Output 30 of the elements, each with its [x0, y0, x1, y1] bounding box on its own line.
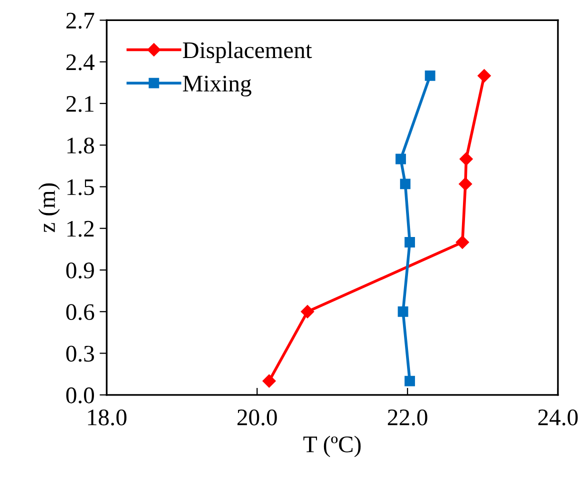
- point: [456, 236, 470, 249]
- y-tick-label: 0.6: [66, 304, 94, 320]
- y-tick-label: 0.3: [66, 346, 94, 362]
- y-tick-label: 1.8: [67, 138, 94, 154]
- point: [396, 154, 406, 164]
- point: [404, 237, 415, 248]
- y-tick-label: 2.1: [66, 96, 94, 112]
- legend-label: Displacement: [182, 42, 312, 64]
- point: [458, 177, 472, 191]
- x-axis-title: T (ºC): [303, 436, 361, 458]
- y-tick-label: 2.7: [66, 12, 94, 29]
- point: [404, 376, 415, 386]
- x-tick-label: 20.0: [237, 409, 277, 426]
- y-tick-label: 0.9: [66, 262, 94, 279]
- point: [424, 70, 436, 81]
- y-tick-label: 0.0: [66, 387, 94, 404]
- x-tick-label: 18.0: [88, 409, 126, 426]
- point: [398, 306, 408, 317]
- point: [460, 152, 473, 166]
- x-tick-label: 22.0: [388, 409, 428, 426]
- legend-label: Mixing: [182, 76, 252, 96]
- point: [262, 374, 276, 388]
- point: [300, 305, 314, 318]
- point: [478, 69, 491, 82]
- point: [400, 178, 410, 190]
- y-tick-label: 1.5: [67, 179, 94, 196]
- x-tick-label: 24.0: [538, 409, 578, 426]
- y-tick-label: 2.4: [66, 54, 95, 70]
- y-tick-label: 1.2: [67, 220, 94, 237]
- y-axis-title: z (m): [38, 183, 60, 232]
